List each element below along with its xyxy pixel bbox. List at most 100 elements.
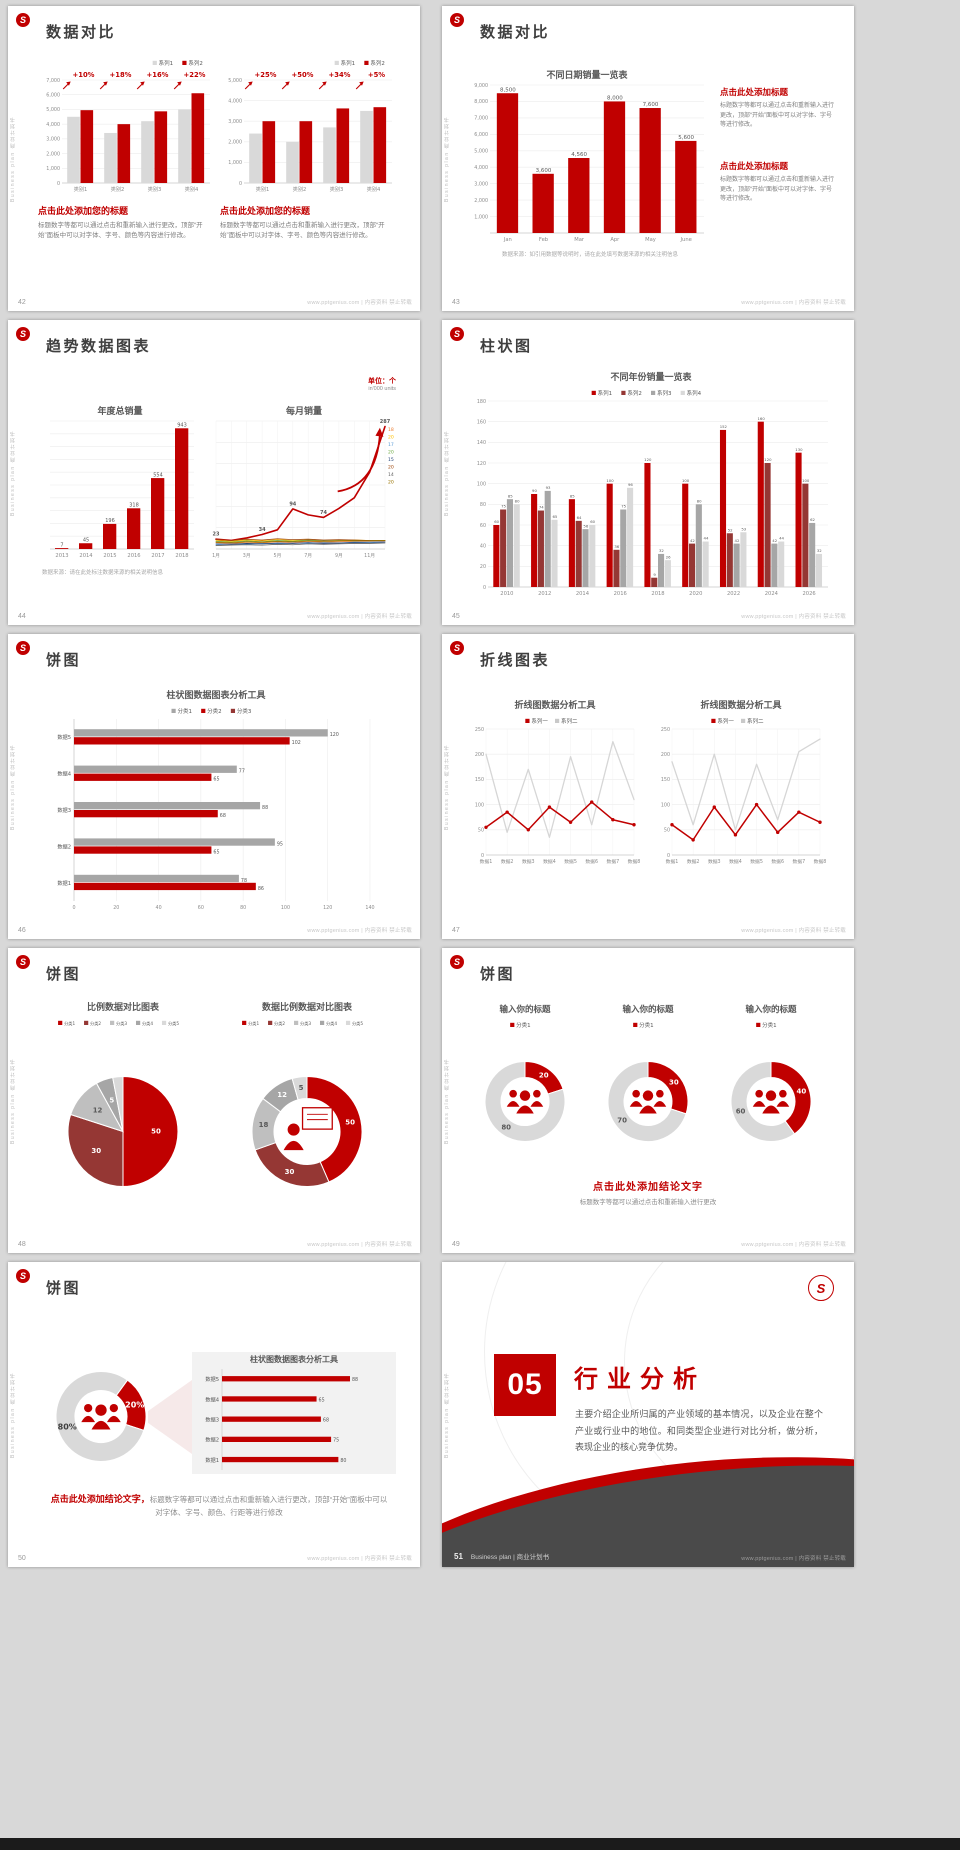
- svg-text:20: 20: [388, 465, 394, 471]
- svg-text:数据1: 数据1: [57, 879, 71, 887]
- brand-logo-icon: S: [16, 13, 30, 27]
- page-number: 47: [452, 927, 460, 934]
- brand-logo-icon: S: [16, 1269, 30, 1283]
- svg-text:75: 75: [501, 504, 506, 509]
- svg-text:100: 100: [475, 802, 484, 808]
- svg-text:95: 95: [277, 841, 283, 847]
- svg-text:+16%: +16%: [147, 71, 169, 79]
- page-number: 46: [18, 927, 26, 934]
- svg-text:+34%: +34%: [329, 71, 351, 79]
- svg-text:140: 140: [477, 440, 486, 446]
- svg-text:150: 150: [661, 777, 670, 783]
- slide-thumbnail-47[interactable]: S Business plan 商业计划书 折线图表 折线图数据分析工具 系列一 系…: [442, 634, 854, 939]
- svg-text:不同年份销量一览表: 不同年份销量一览表: [610, 371, 692, 383]
- block-heading: 点击此处添加您的标题: [220, 206, 311, 216]
- svg-text:类别1: 类别1: [256, 185, 270, 193]
- svg-text:130: 130: [795, 447, 803, 452]
- watermark: www.pptgenius.com | 内容资料 禁止转载: [307, 1556, 412, 1562]
- svg-text:14: 14: [388, 472, 394, 478]
- svg-text:32: 32: [659, 548, 664, 553]
- svg-text:60: 60: [480, 523, 486, 529]
- svg-text:柱状图数据图表分析工具: 柱状图数据图表分析工具: [166, 689, 265, 701]
- svg-text:2012: 2012: [538, 591, 551, 597]
- svg-text:June: June: [680, 237, 692, 243]
- svg-text:5,600: 5,600: [678, 135, 694, 141]
- svg-text:类别2: 类别2: [293, 185, 307, 193]
- svg-text:100: 100: [281, 905, 290, 911]
- svg-text:74: 74: [320, 510, 327, 516]
- svg-text:分类1: 分类1: [64, 1020, 75, 1027]
- svg-text:数据8: 数据8: [814, 858, 827, 865]
- svg-text:78: 78: [241, 878, 247, 884]
- slide-thumbnail-42[interactable]: S Business plan 商业计划书 数据对比 系列1 系列2 0 1,000 2…: [8, 6, 420, 311]
- svg-text:7,000: 7,000: [46, 78, 60, 84]
- svg-text:20: 20: [388, 435, 394, 441]
- svg-text:34: 34: [259, 527, 266, 533]
- svg-text:数据5: 数据5: [205, 1375, 219, 1383]
- svg-text:数据4: 数据4: [205, 1395, 219, 1403]
- slide-thumbnail-46[interactable]: S Business plan 商业计划书 饼图 柱状图数据图表分析工具 分类1 分…: [8, 634, 420, 939]
- slide-thumbnail-49[interactable]: S Business plan 商业计划书 饼图 输入你的标题 分类1 20 80 输…: [442, 948, 854, 1253]
- watermark: www.pptgenius.com | 内容资料 禁止转载: [307, 1242, 412, 1248]
- svg-text:系列2: 系列2: [188, 59, 203, 67]
- svg-text:9: 9: [653, 572, 656, 577]
- page-number: 49: [452, 1241, 460, 1248]
- slide-thumbnail-51[interactable]: Business plan 商业计划书 S 05 行业分析 主要介绍企业所归属的…: [442, 1262, 854, 1567]
- svg-text:65: 65: [552, 514, 557, 519]
- svg-text:折线图数据分析工具: 折线图数据分析工具: [514, 699, 595, 711]
- svg-text:100: 100: [477, 481, 486, 487]
- svg-text:输入你的标题: 输入你的标题: [745, 1004, 797, 1015]
- svg-text:2,000: 2,000: [474, 198, 488, 204]
- svg-text:数据6: 数据6: [771, 858, 784, 865]
- line-chart-analysis-2: 折线图数据分析工具 系列一 系列二 0 50 100 150 200 250 数据1 数据2 数据3 数…: [654, 698, 828, 866]
- slide-thumbnail-43[interactable]: S Business plan 商业计划书 数据对比 不同日期销量一览表 1,00…: [442, 6, 854, 311]
- svg-text:9月: 9月: [335, 553, 343, 559]
- section-number: 05: [494, 1354, 556, 1416]
- svg-text:102: 102: [292, 740, 301, 746]
- svg-text:45: 45: [83, 537, 89, 543]
- footer-caption: Business plan | 商业计划书: [470, 1554, 550, 1561]
- svg-text:分类5: 分类5: [168, 1020, 179, 1027]
- svg-text:3,000: 3,000: [228, 119, 242, 125]
- svg-text:20: 20: [113, 905, 119, 911]
- svg-text:120: 120: [330, 732, 339, 738]
- svg-text:8,000: 8,000: [607, 96, 623, 102]
- watermark: www.pptgenius.com | 内容资料 禁止转载: [741, 1556, 846, 1562]
- svg-text:64: 64: [577, 515, 582, 520]
- svg-text:数据3: 数据3: [708, 858, 721, 865]
- svg-text:系列二: 系列二: [747, 717, 764, 725]
- text-block: 点击此处添加您的标题 标题数字等都可以通过点击和重新输入进行更改，顶部“开始”面…: [220, 204, 396, 242]
- svg-text:数据2: 数据2: [205, 1436, 219, 1444]
- text-block: 点击此处添加标题 标题数字等都可以通过点击和重新输入进行更改，顶部“开始”面板中…: [720, 160, 836, 205]
- side-caption: Business plan 商业计划书: [10, 743, 16, 830]
- svg-text:2,000: 2,000: [46, 151, 60, 157]
- svg-text:系列1: 系列1: [159, 59, 174, 67]
- svg-text:90: 90: [532, 488, 537, 493]
- svg-text:数据7: 数据7: [607, 858, 620, 865]
- svg-text:56: 56: [583, 523, 588, 528]
- slide-thumbnail-50[interactable]: S Business plan 商业计划书 饼图 20% 80% 柱状图数据图表分…: [8, 1262, 420, 1567]
- svg-text:Mar: Mar: [574, 237, 585, 243]
- svg-text:+25%: +25%: [255, 71, 277, 79]
- conclusion-paragraph: 点击此处添加结论文字，标题数字等都可以通过点击和重新输入进行更改，顶部“开始”面…: [50, 1492, 388, 1519]
- svg-text:554: 554: [153, 472, 163, 478]
- page-number: 42: [18, 299, 26, 306]
- slide-thumbnail-44[interactable]: S Business plan 商业计划书 趋势数据图表 单位：个 in'000…: [8, 320, 420, 625]
- svg-text:12: 12: [277, 1091, 287, 1099]
- slide-thumbnail-45[interactable]: S Business plan 商业计划书 柱状图 不同年份销量一览表 系列1 系列…: [442, 320, 854, 625]
- svg-text:4,000: 4,000: [474, 165, 488, 171]
- svg-text:8,500: 8,500: [500, 87, 516, 93]
- svg-text:40: 40: [480, 543, 486, 549]
- slide-thumbnail-48[interactable]: S Business plan 商业计划书 饼图 比例数据对比图表 分类1 分类2 分…: [8, 948, 420, 1253]
- watermark: www.pptgenius.com | 内容资料 禁止转载: [741, 300, 846, 306]
- page-number: 44: [18, 613, 26, 620]
- svg-text:类别3: 类别3: [330, 185, 344, 193]
- column-chart-annual-sales: 年度总销量 2013 2014 2015 2016 2017 2018 7 45 196 318 55…: [42, 404, 198, 560]
- brand-logo-icon: S: [450, 955, 464, 969]
- svg-text:折线图数据分析工具: 折线图数据分析工具: [700, 699, 781, 711]
- svg-text:250: 250: [475, 727, 484, 733]
- svg-text:6,000: 6,000: [46, 93, 60, 99]
- slide-title: 柱状图: [480, 338, 533, 355]
- svg-text:80: 80: [501, 1123, 511, 1131]
- block-body: 标题数字等都可以通过点击和重新输入进行更改，顶部“开始”面板中可以对字体、字号、…: [220, 222, 385, 240]
